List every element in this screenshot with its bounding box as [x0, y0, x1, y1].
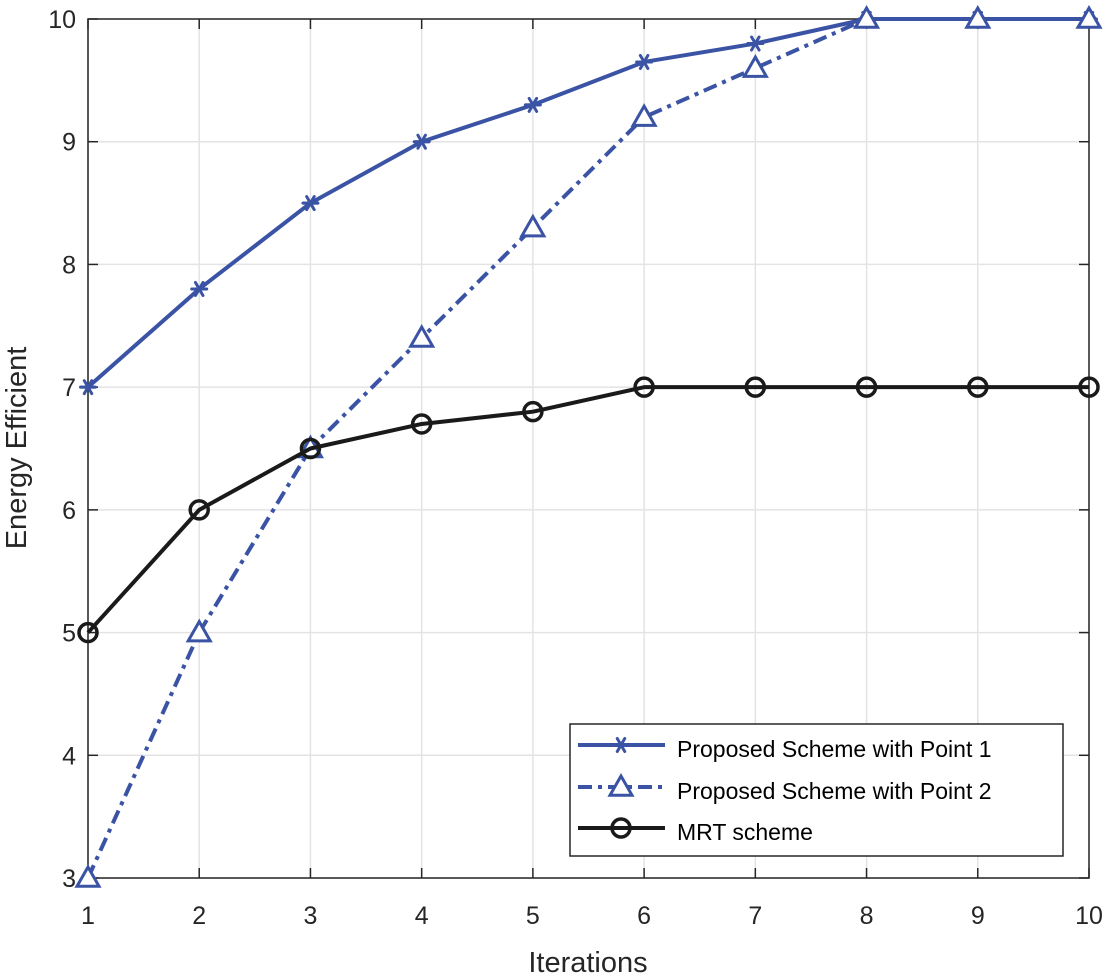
data-point: [519, 213, 547, 238]
data-point: [410, 413, 433, 435]
y-tick-label: 5: [62, 620, 76, 648]
x-tick-label: 6: [637, 902, 651, 930]
y-tick-label: 7: [62, 374, 76, 402]
x-tick-label: 9: [971, 902, 985, 930]
x-tick-label: 7: [748, 902, 762, 930]
y-tick-label: 10: [48, 6, 76, 34]
legend-symbols: [578, 737, 665, 839]
series-line: [86, 385, 1089, 634]
y-tick-label: 9: [62, 129, 76, 157]
x-tick-label: 4: [415, 902, 429, 930]
data-point: [185, 618, 213, 643]
legend-label-series-2: Proposed Scheme with Point 2: [677, 778, 992, 804]
data-point: [741, 54, 769, 78]
data-point: [190, 280, 209, 297]
data-point: [77, 621, 99, 644]
x-axis-title: Iterations: [528, 947, 647, 976]
data-point: [74, 863, 102, 888]
data-point: [964, 4, 992, 29]
legend-marker-series-1: [612, 737, 630, 753]
tick-labels: 1 2 3 4 5 6 7 8 9 10 3 4 5 6 7 8 9 10: [48, 6, 1103, 930]
x-tick-label: 3: [303, 902, 317, 930]
x-tick-label: 2: [192, 902, 206, 930]
data-point: [852, 4, 881, 29]
x-tick-label: 8: [860, 902, 874, 930]
axes-box: [87, 18, 1090, 879]
data-point: [188, 499, 210, 521]
data-point: [744, 376, 767, 398]
series-layer: [74, 4, 1103, 888]
data-point: [746, 35, 765, 52]
data-point: [967, 376, 989, 398]
legend: Proposed Scheme with Point 1 Proposed Sc…: [569, 723, 1064, 857]
series-line: [86, 17, 1089, 879]
legend-label-series-3: MRT scheme: [677, 819, 813, 845]
data-point: [79, 379, 97, 396]
data-point: [633, 376, 655, 398]
y-tick-label: 8: [62, 251, 76, 279]
legend-marker-series-3: [610, 817, 632, 839]
y-tick-label: 3: [62, 865, 76, 893]
data-point: [522, 400, 544, 423]
data-point: [635, 53, 654, 70]
legend-label-series-1: Proposed Scheme with Point 1: [677, 736, 992, 762]
data-point: [412, 133, 431, 150]
data-point: [1075, 4, 1103, 29]
series-3: [77, 376, 1100, 644]
data-point: [1078, 376, 1100, 398]
data-point: [301, 195, 320, 212]
x-tick-label: 5: [526, 902, 540, 930]
y-axis-title: Energy Efficient: [1, 347, 33, 550]
data-point: [523, 96, 542, 113]
y-tick-label: 6: [62, 497, 76, 525]
x-tick-label: 10: [1075, 902, 1103, 930]
data-point: [855, 376, 878, 398]
data-point: [299, 437, 322, 460]
data-point: [408, 324, 436, 348]
x-tick-label: 1: [81, 902, 95, 930]
legend-marker-series-2: [607, 772, 635, 797]
data-point: [630, 103, 658, 127]
y-tick-label: 4: [62, 742, 76, 770]
